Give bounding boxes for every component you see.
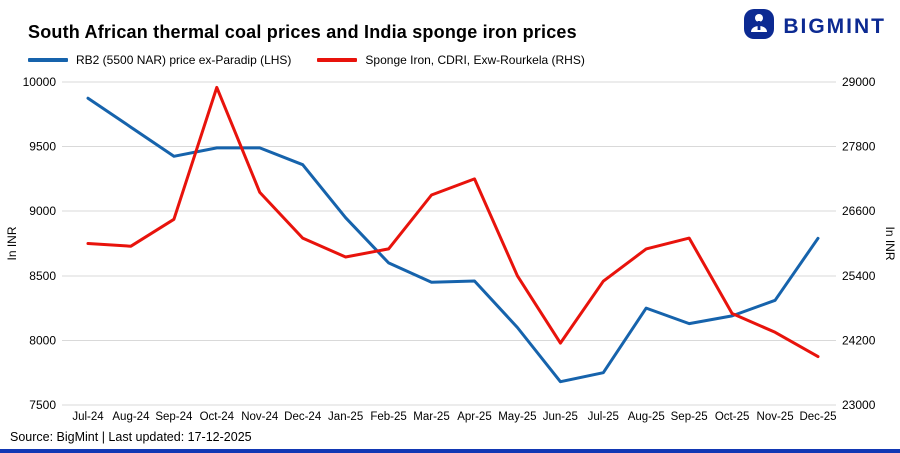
chart-legend: RB2 (5500 NAR) price ex-Paradip (LHS) Sp…	[28, 53, 585, 67]
bigmint-logo-icon	[743, 8, 775, 45]
axis-tick-label: 23000	[842, 398, 876, 412]
x-axis-label: Jul-24	[72, 411, 104, 423]
x-axis-label: Dec-25	[799, 411, 836, 423]
x-axis-label: Jan-25	[328, 411, 363, 423]
x-axis-label: Sep-24	[155, 411, 193, 423]
legend-item-coal: RB2 (5500 NAR) price ex-Paradip (LHS)	[28, 53, 291, 67]
right-axis-title: In INR	[883, 226, 897, 260]
axis-tick-label: 10000	[23, 75, 57, 89]
bigmint-logo: BIGMINT	[743, 8, 886, 45]
x-axis-label: May-25	[498, 411, 536, 423]
x-axis-label: Aug-25	[628, 411, 665, 423]
x-axis-label: Apr-25	[457, 411, 492, 423]
chart-svg: 7500 8000 8500 9000 9500 10000 23000 24200 25400…	[5, 75, 897, 423]
axis-tick-label: 24200	[842, 333, 876, 347]
x-axis-label: Jun-25	[543, 411, 578, 423]
legend-item-sponge-iron: Sponge Iron, CDRI, Exw-Rourkela (RHS)	[317, 53, 585, 67]
x-axis-label: Sep-25	[671, 411, 708, 423]
legend-swatch-blue	[28, 58, 68, 62]
x-axis-label: Feb-25	[370, 411, 406, 423]
axis-tick-label: 8500	[29, 269, 56, 283]
axis-tick-label: 27800	[842, 140, 876, 154]
legend-label: Sponge Iron, CDRI, Exw-Rourkela (RHS)	[365, 53, 585, 67]
axis-tick-label: 8000	[29, 333, 56, 347]
bottom-accent-bar	[0, 449, 900, 453]
x-axis-label: Oct-24	[200, 411, 235, 423]
series-line-coal	[86, 96, 820, 384]
x-axis-label: Aug-24	[112, 411, 150, 423]
x-axis-label: Nov-24	[241, 411, 279, 423]
x-axis-label: Mar-25	[413, 411, 449, 423]
x-axis-label: Jul-25	[588, 411, 619, 423]
chart-title: South African thermal coal prices and In…	[28, 22, 577, 42]
legend-label: RB2 (5500 NAR) price ex-Paradip (LHS)	[76, 53, 292, 67]
axis-tick-label: 26600	[842, 204, 876, 218]
axis-tick-label: 9500	[29, 140, 56, 154]
x-axis-label: Dec-24	[284, 411, 322, 423]
left-axis-title: In INR	[5, 226, 19, 260]
x-axis-label: Nov-25	[757, 411, 794, 423]
x-axis-label: Oct-25	[715, 411, 750, 423]
axis-tick-label: 7500	[29, 398, 56, 412]
source-note: Source: BigMint | Last updated: 17-12-20…	[10, 430, 252, 444]
series-line-sponge-iron	[86, 85, 820, 359]
bigmint-logo-text: BIGMINT	[783, 14, 886, 38]
legend-swatch-red	[317, 58, 358, 62]
axis-tick-label: 25400	[842, 269, 876, 283]
axis-tick-label: 9000	[29, 204, 56, 218]
axis-tick-label: 29000	[842, 75, 876, 89]
line-chart: 7500 8000 8500 9000 9500 10000 23000 24200 25400…	[0, 72, 900, 428]
